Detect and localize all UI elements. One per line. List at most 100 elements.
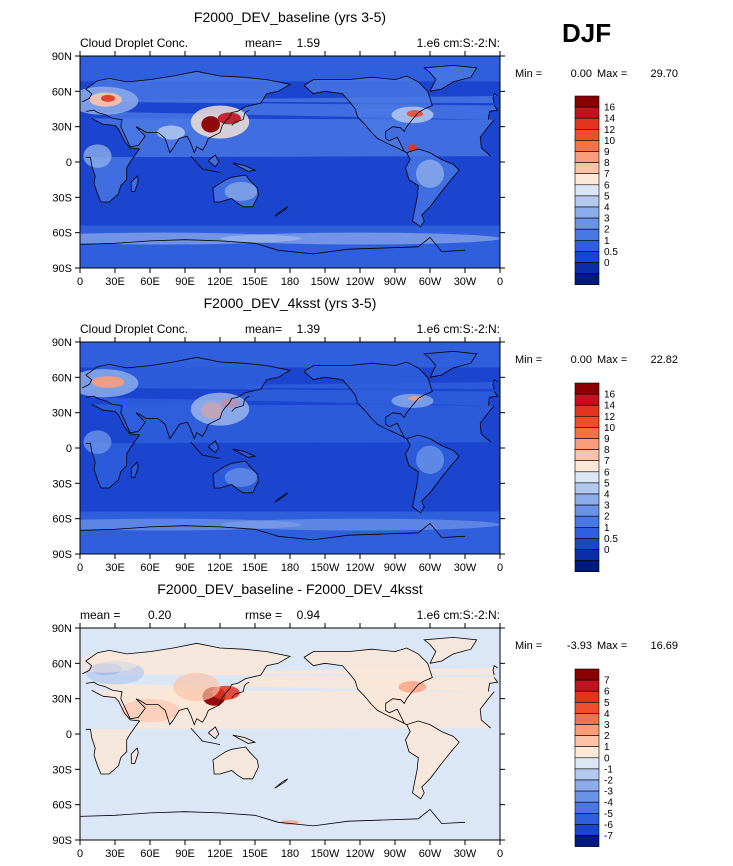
- colorbar-cell: [574, 427, 600, 439]
- field-contour: [280, 819, 300, 825]
- coastline: [80, 808, 466, 827]
- max-value: 29.70: [650, 68, 678, 80]
- colorbar-cell: [574, 668, 600, 681]
- coastline: [479, 119, 495, 138]
- colorbar-cell: [574, 106, 600, 119]
- y-tick-label: 90N: [52, 51, 72, 63]
- colorbar-label: 2: [604, 731, 610, 742]
- colorbar-cell: [574, 262, 600, 274]
- colorbar-cell: [574, 493, 600, 506]
- colorbar-cell: [574, 768, 600, 781]
- x-tick-label: 0: [497, 562, 503, 574]
- coastline: [423, 64, 478, 92]
- x-tick-label: 150E: [242, 562, 268, 574]
- coastline: [212, 460, 259, 494]
- land-fill: [424, 637, 477, 664]
- colorbar-cell: [574, 538, 600, 550]
- y-tick-label: 60N: [52, 658, 72, 670]
- coastline: [479, 709, 491, 729]
- colorbar-cell: [574, 757, 600, 770]
- coastline: [231, 681, 250, 698]
- field-contour: [83, 144, 112, 168]
- land-fill: [81, 93, 498, 104]
- field-contour: [416, 445, 444, 474]
- land-fill: [81, 379, 498, 390]
- x-tick-label: 90W: [384, 562, 407, 574]
- x-tick-label: 30W: [454, 848, 477, 860]
- x-tick-label: 120W: [346, 562, 375, 574]
- colorbar-label: 0: [604, 753, 610, 764]
- colorbar-label: 3: [604, 501, 610, 512]
- x-tick-label: 120E: [207, 276, 233, 288]
- field-contour: [217, 112, 241, 125]
- coastline: [208, 440, 220, 454]
- coastline: [487, 677, 499, 692]
- max-label: Max =: [597, 68, 627, 80]
- stat-label: mean=: [245, 36, 282, 50]
- colorbar-cell: [574, 415, 600, 428]
- x-tick-label: 90W: [384, 276, 407, 288]
- coastline: [212, 174, 259, 208]
- y-tick-label: 30S: [52, 764, 72, 776]
- mean-label: mean =: [80, 608, 120, 622]
- coastline: [487, 391, 499, 406]
- colorbar-label: 16: [604, 390, 616, 401]
- land-fill: [131, 176, 139, 192]
- field-contour: [157, 125, 185, 140]
- colorbar-label: 2: [604, 225, 610, 236]
- coastline: [82, 70, 292, 154]
- coastline: [479, 405, 495, 424]
- colorbar-cell: [574, 824, 600, 836]
- max-label: Max =: [597, 354, 627, 366]
- colorbar-cell: [574, 151, 600, 163]
- colorbar-cell: [574, 404, 600, 417]
- x-tick-label: 120W: [346, 276, 375, 288]
- colorbar-cell: [574, 129, 600, 141]
- colorbar-label: 8: [604, 158, 610, 169]
- y-tick-label: 90N: [52, 623, 72, 635]
- x-tick-label: 0: [497, 276, 503, 288]
- stat-value: 0.94: [297, 608, 321, 622]
- colorbar-cell: [574, 117, 600, 130]
- units-label: 1.e6 cm:S:-2:N:: [417, 322, 500, 336]
- antarctic-band: [80, 225, 500, 268]
- land-fill: [82, 71, 498, 153]
- land-fill: [304, 648, 433, 725]
- coastline: [274, 206, 288, 217]
- coastline: [405, 148, 460, 228]
- coastline: [231, 395, 250, 412]
- colorbar-label: 8: [604, 445, 610, 456]
- x-tick-label: 30E: [105, 276, 125, 288]
- x-tick-label: 60E: [140, 562, 160, 574]
- antarctic-band: [80, 511, 500, 554]
- coastline: [85, 690, 141, 775]
- coastline: [190, 727, 221, 745]
- y-tick-label: 60S: [52, 228, 72, 240]
- colorbar-label: 12: [604, 412, 616, 423]
- x-tick-label: 0: [497, 848, 503, 860]
- map-field: [80, 342, 500, 554]
- min-label: Min =: [515, 68, 542, 80]
- colorbar-label: -4: [604, 798, 613, 809]
- colorbar-label: -3: [604, 787, 613, 798]
- y-tick-label: 0: [66, 729, 72, 741]
- coastline: [492, 379, 498, 390]
- colorbar-cell: [574, 195, 600, 208]
- colorbar-cell: [574, 217, 600, 230]
- field-contour: [80, 653, 139, 673]
- colorbar-label: -2: [604, 776, 613, 787]
- x-tick-label: 120E: [207, 562, 233, 574]
- land-fill: [213, 747, 259, 779]
- variable-label: Cloud Droplet Conc.: [80, 322, 188, 336]
- colorbar-cell: [574, 382, 600, 395]
- coastline: [232, 734, 257, 744]
- colorbar-cell: [574, 240, 600, 252]
- x-tick-label: 60E: [140, 276, 160, 288]
- x-tick-label: 60E: [140, 848, 160, 860]
- x-tick-label: 150E: [242, 276, 268, 288]
- colorbar-cell: [574, 438, 600, 450]
